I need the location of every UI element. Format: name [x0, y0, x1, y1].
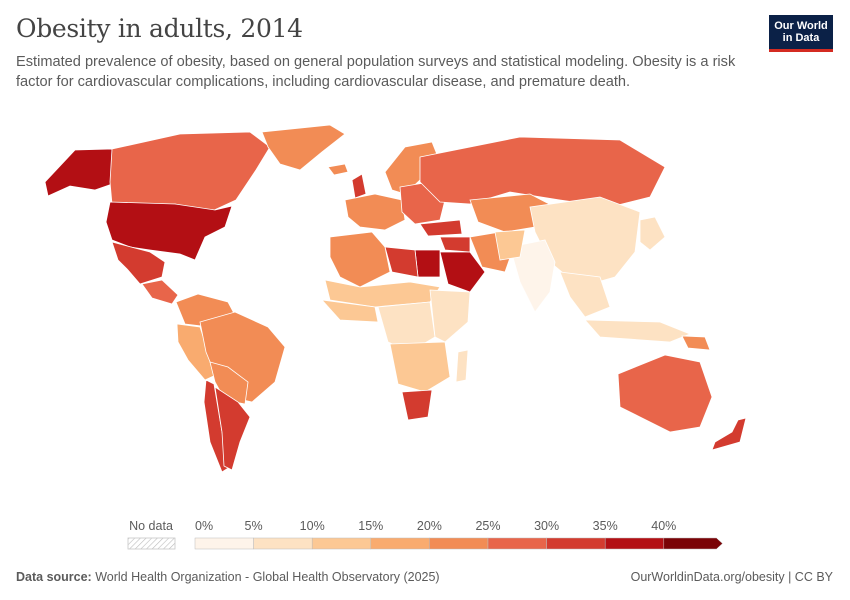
- legend: No data 0% 5% 10% 15% 20% 25% 30% 35% 40%: [127, 519, 723, 550]
- region-greenland[interactable]: [261, 124, 346, 171]
- region-turkey[interactable]: [419, 219, 463, 237]
- region-argentina[interactable]: [214, 386, 251, 471]
- legend-tick-label: 0%: [195, 519, 213, 533]
- region-algeria-morocco[interactable]: [329, 231, 391, 288]
- legend-bin-40-plus[interactable]: [663, 537, 723, 550]
- region-iceland[interactable]: [327, 163, 349, 176]
- legend-tick-label: 30%: [534, 519, 559, 533]
- legend-bins: [194, 537, 723, 550]
- owid-logo[interactable]: Our World in Data: [769, 15, 833, 52]
- region-western-europe[interactable]: [344, 193, 406, 231]
- region-new-zealand[interactable]: [711, 417, 747, 451]
- region-alaska[interactable]: [44, 148, 119, 197]
- chart-subtitle: Estimated prevalence of obesity, based o…: [16, 54, 736, 90]
- region-madagascar[interactable]: [455, 349, 469, 383]
- region-peru-ecuador[interactable]: [176, 323, 219, 381]
- legend-bin-20-25[interactable]: [429, 537, 489, 550]
- region-russia[interactable]: [419, 136, 666, 208]
- region-united-kingdom[interactable]: [351, 173, 367, 199]
- legend-no-data-swatch: [127, 537, 176, 550]
- legend-bin-35-40[interactable]: [604, 537, 665, 550]
- world-map: [44, 124, 747, 473]
- region-australia[interactable]: [617, 354, 713, 433]
- logo-line-1: Our World: [774, 20, 828, 32]
- logo-line-2: in Data: [782, 32, 820, 44]
- legend-bin-5-10[interactable]: [253, 537, 313, 550]
- region-indonesia[interactable]: [584, 319, 692, 343]
- legend-no-data-label: No data: [129, 519, 173, 533]
- legend-bin-30-35[interactable]: [546, 537, 606, 550]
- region-libya[interactable]: [384, 246, 419, 278]
- legend-tick-label: 25%: [475, 519, 500, 533]
- source-text[interactable]: World Health Organization - Global Healt…: [95, 570, 440, 584]
- footer-url[interactable]: OurWorldinData.org/obesity | CC BY: [630, 570, 833, 584]
- region-southern-africa[interactable]: [389, 341, 451, 393]
- region-southeast-asia[interactable]: [559, 271, 611, 318]
- legend-bin-10-15[interactable]: [311, 537, 372, 550]
- legend-bin-15-20[interactable]: [370, 537, 430, 550]
- legend-tick-label: 20%: [417, 519, 442, 533]
- region-bolivia-paraguay[interactable]: [209, 361, 249, 405]
- chart-title: Obesity in adults, 2014: [16, 14, 303, 43]
- region-japan-korea[interactable]: [639, 216, 666, 251]
- region-canada[interactable]: [109, 131, 271, 213]
- region-east-africa[interactable]: [429, 289, 471, 343]
- legend-ticks: 0% 5% 10% 15% 20% 25% 30% 35% 40%: [195, 519, 676, 533]
- legend-tick-label: 40%: [651, 519, 676, 533]
- legend-bin-0-5[interactable]: [194, 537, 254, 550]
- region-middle-east[interactable]: [439, 236, 471, 253]
- region-south-africa[interactable]: [401, 389, 433, 421]
- region-united-states[interactable]: [105, 201, 233, 261]
- region-egypt[interactable]: [414, 249, 441, 278]
- region-west-africa[interactable]: [320, 299, 379, 323]
- region-mexico[interactable]: [111, 241, 166, 285]
- legend-tick-label: 15%: [358, 519, 383, 533]
- legend-tick-label: 10%: [300, 519, 325, 533]
- legend-tick-label: 5%: [245, 519, 263, 533]
- map-regions: [44, 124, 747, 473]
- source-label: Data source:: [16, 570, 92, 584]
- legend-tick-label: 35%: [593, 519, 618, 533]
- region-pakistan-afghanistan[interactable]: [494, 229, 526, 261]
- legend-bin-25-30[interactable]: [487, 537, 547, 550]
- region-central-america[interactable]: [141, 279, 179, 305]
- region-india[interactable]: [509, 239, 556, 313]
- footer: Data source: World Health Organization -…: [16, 570, 833, 584]
- region-papua-new-guinea[interactable]: [681, 335, 711, 351]
